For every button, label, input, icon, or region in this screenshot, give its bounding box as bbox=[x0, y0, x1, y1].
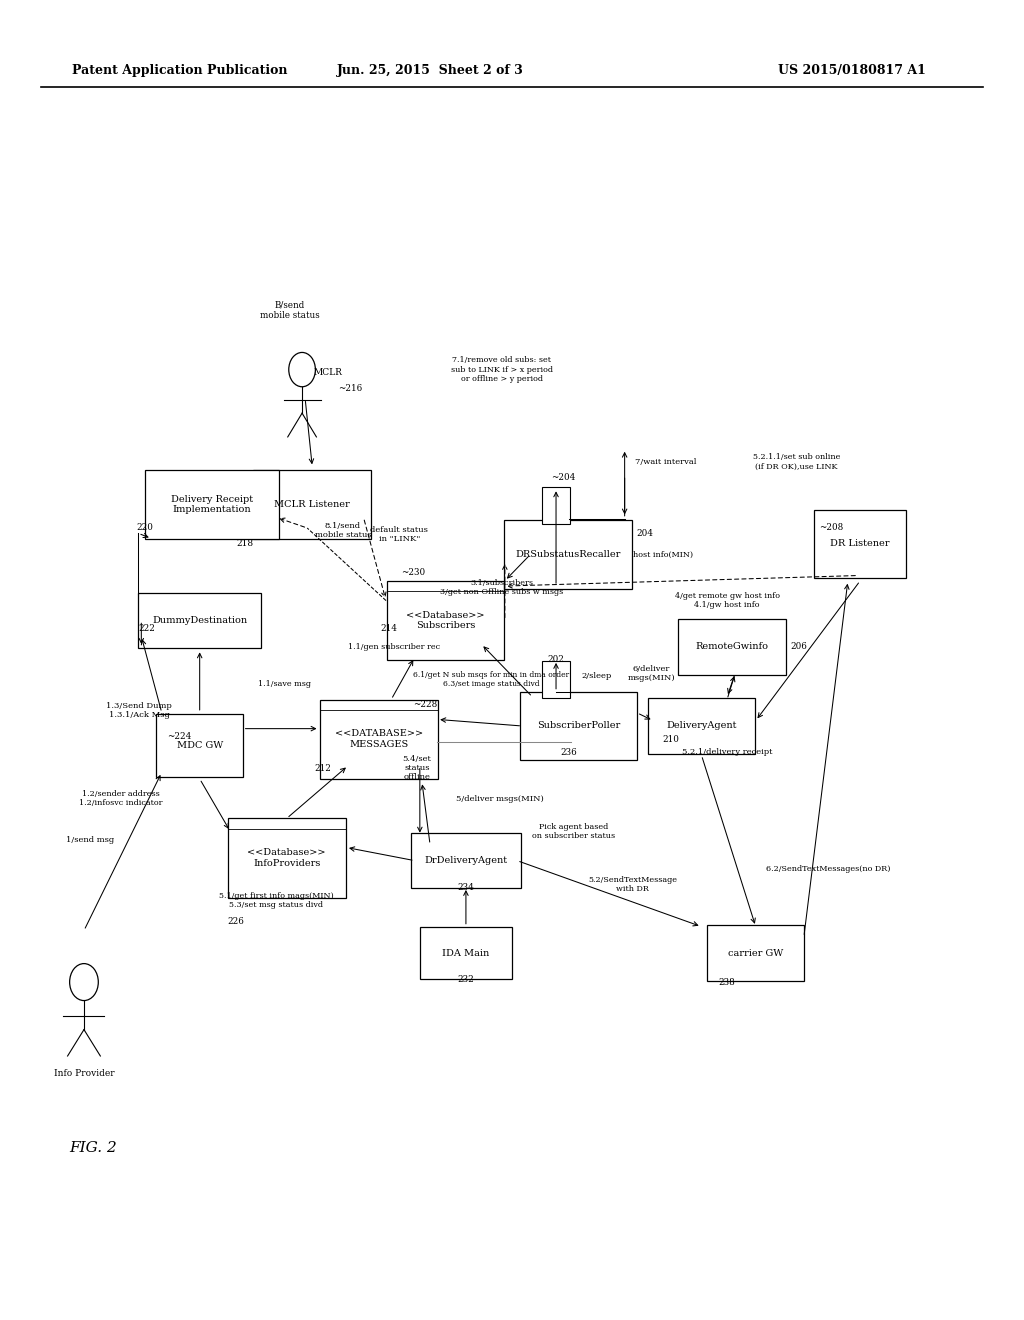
Text: ~204: ~204 bbox=[551, 474, 575, 482]
Text: 210: 210 bbox=[663, 735, 679, 743]
Text: 220: 220 bbox=[137, 524, 154, 532]
Text: ~228: ~228 bbox=[413, 701, 437, 709]
FancyBboxPatch shape bbox=[814, 510, 906, 578]
Text: ~208: ~208 bbox=[819, 524, 844, 532]
Text: MDC GW: MDC GW bbox=[176, 742, 223, 750]
Text: 3.1/subscribers
3/get non-Offline subs w msgs: 3.1/subscribers 3/get non-Offline subs w… bbox=[440, 578, 563, 597]
Text: <<Database>>
InfoProviders: <<Database>> InfoProviders bbox=[248, 849, 326, 867]
FancyBboxPatch shape bbox=[678, 619, 786, 675]
FancyBboxPatch shape bbox=[138, 593, 261, 648]
Text: MCLR: MCLR bbox=[313, 368, 342, 376]
Text: default status
in "LINK": default status in "LINK" bbox=[371, 525, 428, 544]
Text: FIG. 2: FIG. 2 bbox=[70, 1142, 118, 1155]
Text: 7/wait interval: 7/wait interval bbox=[635, 458, 696, 466]
Text: 236: 236 bbox=[560, 748, 577, 756]
Text: Pick agent based
on subscriber status: Pick agent based on subscriber status bbox=[531, 822, 615, 841]
Text: 6.1/get N sub msqs for min in dma order
6.3/set image status divd: 6.1/get N sub msqs for min in dma order … bbox=[414, 671, 569, 689]
Text: Delivery Receipt
Implementation: Delivery Receipt Implementation bbox=[171, 495, 253, 513]
Text: US 2015/0180817 A1: US 2015/0180817 A1 bbox=[778, 63, 926, 77]
Text: 7.1/remove old subs: set
sub to LINK if > x period
or offline > y period: 7.1/remove old subs: set sub to LINK if … bbox=[451, 356, 553, 383]
FancyBboxPatch shape bbox=[542, 487, 570, 524]
Text: 5.2.1/delivery receipt: 5.2.1/delivery receipt bbox=[682, 748, 772, 756]
Text: 2/sleep: 2/sleep bbox=[582, 672, 612, 680]
FancyBboxPatch shape bbox=[145, 470, 279, 539]
Text: 5.2/SendTextMessage
with DR: 5.2/SendTextMessage with DR bbox=[589, 875, 677, 894]
FancyBboxPatch shape bbox=[228, 818, 346, 898]
FancyBboxPatch shape bbox=[648, 698, 756, 754]
FancyBboxPatch shape bbox=[254, 470, 371, 539]
Text: 234: 234 bbox=[458, 883, 474, 891]
Text: MCLR Listener: MCLR Listener bbox=[274, 500, 350, 508]
Text: 204: 204 bbox=[637, 529, 653, 537]
Text: 6/deliver
msgs(MIN): 6/deliver msgs(MIN) bbox=[628, 664, 675, 682]
Text: 202: 202 bbox=[548, 656, 564, 664]
Text: Patent Application Publication: Patent Application Publication bbox=[72, 63, 287, 77]
Text: DRSubstatusRecaller: DRSubstatusRecaller bbox=[516, 550, 621, 558]
Text: 1.1/save msg: 1.1/save msg bbox=[258, 680, 311, 688]
Text: <<Database>>
Subscribers: <<Database>> Subscribers bbox=[407, 611, 484, 630]
Text: 1/send msg: 1/send msg bbox=[67, 836, 115, 843]
Text: 226: 226 bbox=[227, 917, 244, 925]
Text: Jun. 25, 2015  Sheet 2 of 3: Jun. 25, 2015 Sheet 2 of 3 bbox=[337, 63, 523, 77]
Text: 214: 214 bbox=[380, 624, 397, 632]
Text: 1.3/Send Dump
1.3.1/Ack Msg: 1.3/Send Dump 1.3.1/Ack Msg bbox=[106, 701, 172, 719]
FancyBboxPatch shape bbox=[319, 700, 438, 779]
Text: 4/get remote gw host info
4.1/gw host info: 4/get remote gw host info 4.1/gw host in… bbox=[675, 591, 779, 610]
Text: DrDeliveryAgent: DrDeliveryAgent bbox=[424, 857, 508, 865]
Text: 5.2.1.1/set sub online
(if DR OK),use LINK: 5.2.1.1/set sub online (if DR OK),use LI… bbox=[753, 453, 841, 471]
FancyBboxPatch shape bbox=[420, 927, 512, 979]
Text: ~230: ~230 bbox=[400, 569, 425, 577]
Text: 6.2/SendTextMessages(no DR): 6.2/SendTextMessages(no DR) bbox=[766, 865, 891, 873]
Text: ~224: ~224 bbox=[167, 733, 191, 741]
Text: RemoteGwinfo: RemoteGwinfo bbox=[695, 643, 769, 651]
Text: 206: 206 bbox=[791, 643, 807, 651]
FancyBboxPatch shape bbox=[542, 661, 570, 698]
Text: carrier GW: carrier GW bbox=[728, 949, 783, 957]
Text: ~216: ~216 bbox=[338, 384, 362, 392]
FancyBboxPatch shape bbox=[387, 581, 504, 660]
Text: 232: 232 bbox=[458, 975, 474, 983]
Text: 5/deliver msgs(MIN): 5/deliver msgs(MIN) bbox=[456, 795, 544, 803]
FancyBboxPatch shape bbox=[505, 520, 633, 589]
Text: 5.1/get first info mags(MIN)
5.3/set msg status divd: 5.1/get first info mags(MIN) 5.3/set msg… bbox=[219, 891, 334, 909]
Text: SubscriberPoller: SubscriberPoller bbox=[537, 722, 621, 730]
Text: DummyDestination: DummyDestination bbox=[153, 616, 247, 624]
Text: IDA Main: IDA Main bbox=[442, 949, 489, 957]
Text: 1.2/sender address
1.2/infosvc indicator: 1.2/sender address 1.2/infosvc indicator bbox=[79, 789, 163, 808]
Text: DeliveryAgent: DeliveryAgent bbox=[667, 722, 736, 730]
Text: 5.4/set
status
offline: 5.4/set status offline bbox=[402, 755, 431, 781]
Text: 1.1/gen subscriber rec: 1.1/gen subscriber rec bbox=[348, 643, 440, 651]
FancyBboxPatch shape bbox=[707, 925, 805, 981]
Text: host info(MIN): host info(MIN) bbox=[634, 550, 693, 558]
Text: 238: 238 bbox=[719, 978, 735, 986]
Text: 218: 218 bbox=[237, 540, 254, 548]
Text: DR Listener: DR Listener bbox=[830, 540, 890, 548]
Text: Info Provider: Info Provider bbox=[53, 1069, 115, 1077]
FancyBboxPatch shape bbox=[519, 692, 637, 760]
FancyBboxPatch shape bbox=[411, 833, 521, 888]
FancyBboxPatch shape bbox=[156, 714, 244, 777]
Text: 8.1/send
mobile status: 8.1/send mobile status bbox=[314, 521, 372, 540]
Text: 212: 212 bbox=[314, 764, 331, 772]
Text: <<DATABASE>>
MESSAGES: <<DATABASE>> MESSAGES bbox=[335, 730, 423, 748]
Text: 222: 222 bbox=[139, 624, 156, 632]
Text: B/send
mobile status: B/send mobile status bbox=[260, 301, 319, 319]
